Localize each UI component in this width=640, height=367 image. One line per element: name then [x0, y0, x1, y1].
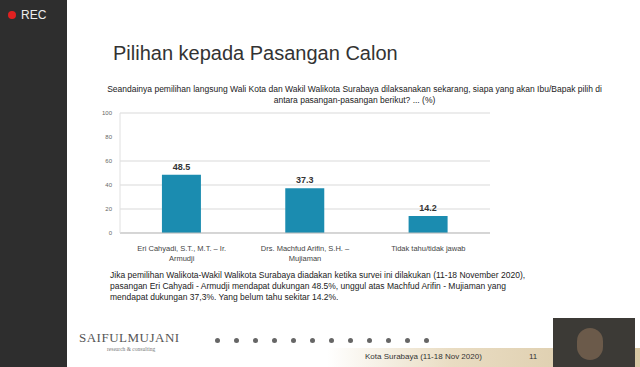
svg-text:37.3: 37.3: [296, 175, 314, 185]
svg-text:Armudji: Armudji: [169, 254, 195, 263]
html-text:11: 11: [529, 352, 538, 361]
html-text:SAIFULMUJANI: SAIFULMUJANI: [79, 330, 180, 345]
svg-text:40: 40: [105, 182, 112, 188]
svg-text:80: 80: [105, 134, 112, 140]
svg-text:Eri Cahyadi, S.T., M.T. – Ir.: Eri Cahyadi, S.T., M.T. – Ir.: [137, 244, 226, 253]
svg-text:20: 20: [105, 206, 112, 212]
svg-text:Mujiaman: Mujiaman: [289, 254, 322, 263]
html-text:research & consulting: research & consulting: [107, 346, 156, 352]
svg-text:Drs. Machfud Arifin, S.H. –: Drs. Machfud Arifin, S.H. –: [261, 244, 350, 253]
html-text:REC: REC: [21, 8, 47, 22]
svg-text:60: 60: [105, 158, 112, 164]
html-text:Seandainya pemilihan langsung: Seandainya pemilihan langsung Wali Kota …: [107, 84, 602, 105]
html-text:Jika pemilihan Walikota-Wakil: Jika pemilihan Walikota-Wakil Walikota S…: [110, 270, 526, 302]
svg-text:Tidak tahu/tidak jawab: Tidak tahu/tidak jawab: [391, 244, 465, 253]
svg-text:100: 100: [102, 110, 113, 116]
html-text:Kota Surabaya (11-18 Nov 2020): Kota Surabaya (11-18 Nov 2020): [365, 352, 482, 361]
svg-text:0: 0: [109, 230, 113, 236]
svg-text:48.5: 48.5: [173, 162, 191, 172]
html-text:Pilihan kepada Pasangan Calon: Pilihan kepada Pasangan Calon: [113, 42, 398, 64]
svg-text:14.2: 14.2: [419, 203, 437, 213]
